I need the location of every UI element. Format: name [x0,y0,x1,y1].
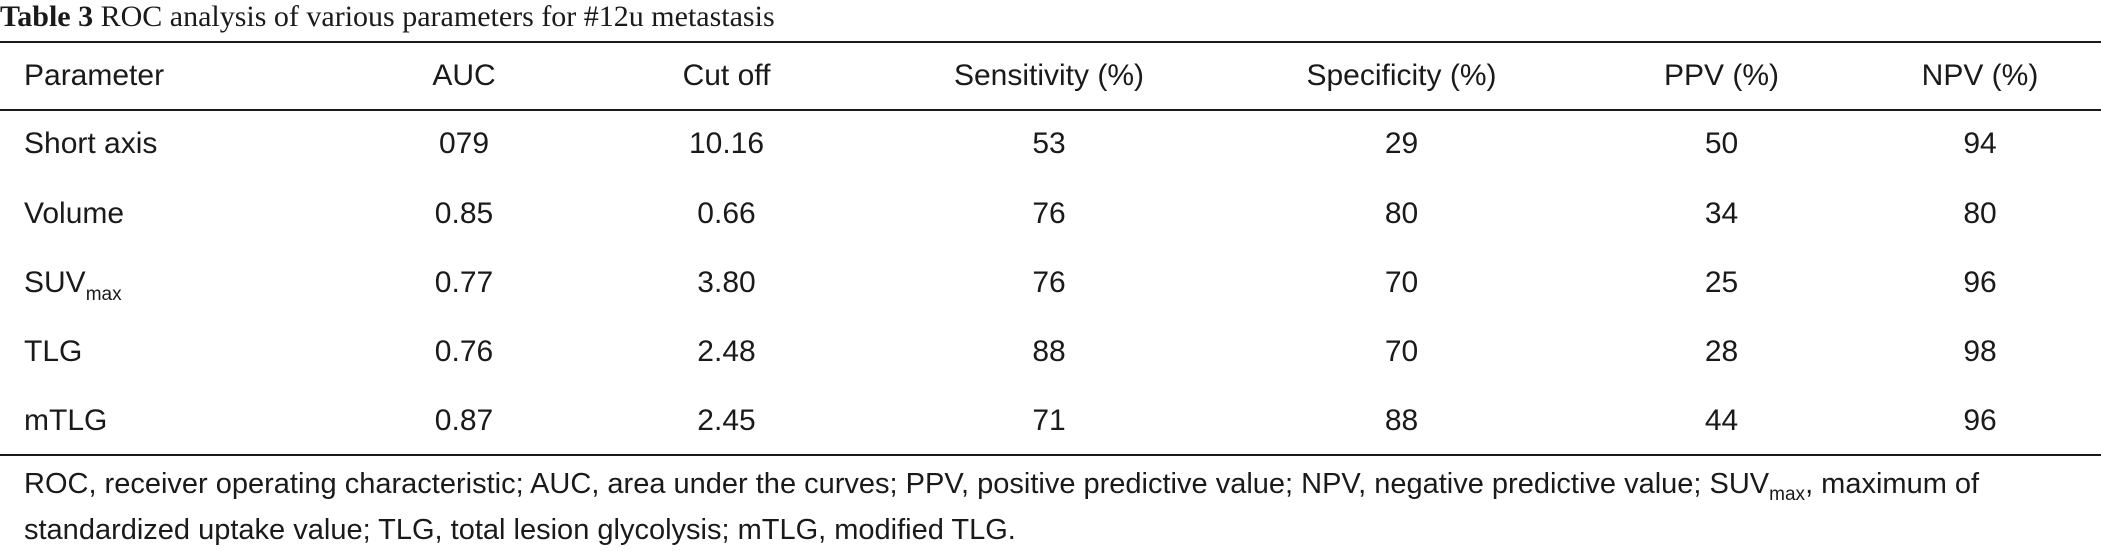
footnote-text-2: , maximum of standardized uptake value; … [24,468,1980,546]
cell-cutoff: 10.16 [688,127,765,160]
cell-npv: 98 [1963,334,1997,368]
header-auc: AUC [432,59,496,92]
cell-ppv: 25 [1704,265,1739,299]
header-npv: NPV (%) [1921,59,2039,92]
cell-ppv: 50 [1704,127,1739,160]
cell-auc: 0.87 [434,403,494,437]
row-parameter-name: mTLG [24,403,108,437]
table-row: SUVmax 0.77 3.80 76 70 25 96 [0,248,2101,317]
cell-specificity: 70 [1384,334,1419,368]
row-parameter-subscript: max [85,283,122,305]
top-rule [0,41,2101,43]
cell-cutoff: 0.66 [697,196,756,230]
header-cutoff: Cut off [682,59,771,92]
table-caption-title: ROC analysis of various parameters for #… [100,0,775,33]
row-parameter-name: Short axis [24,127,158,160]
bottom-rule [0,454,2101,456]
row-parameter: Volume [0,179,354,248]
table-footnote: ROC, receiver operating characteristic; … [24,463,2094,551]
cell-specificity: 29 [1384,127,1419,160]
header-parameter: Parameter [24,59,165,92]
cell-npv: 80 [1963,196,1997,230]
cell-cutoff: 2.45 [697,403,756,437]
cell-sensitivity: 88 [1032,334,1066,368]
row-parameter-name: Volume [24,196,125,230]
cell-cutoff: 3.80 [697,265,756,299]
row-parameter-name: SUV [24,265,86,299]
footnote-text-1: ROC, receiver operating characteristic; … [24,468,1770,500]
row-parameter: mTLG [0,386,354,455]
cell-auc: 0.76 [434,334,494,368]
table-row: Short axis 079 10.16 53 29 50 94 [0,109,2101,179]
header-ppv: PPV (%) [1663,59,1780,92]
cell-ppv: 28 [1704,334,1739,368]
table-row: Volume 0.85 0.66 76 80 34 80 [0,179,2101,248]
row-parameter-name: TLG [24,334,83,368]
cell-sensitivity: 76 [1032,265,1066,299]
row-parameter: Short axis [0,109,354,179]
cell-specificity: 88 [1384,403,1419,437]
table-caption-label: Table 3 [0,0,94,33]
header-specificity: Specificity (%) [1306,59,1497,92]
footnote-subscript: max [1769,484,1806,505]
cell-ppv: 44 [1704,403,1739,437]
cell-npv: 96 [1963,265,1997,299]
cell-auc: 079 [438,127,490,160]
cell-specificity: 80 [1384,196,1419,230]
table-row: mTLG 0.87 2.45 71 88 44 96 [0,386,2101,455]
cell-auc: 0.77 [434,265,494,299]
cell-sensitivity: 71 [1032,403,1066,437]
row-parameter: SUVmax [0,248,354,317]
table-caption: Table 3 ROC analysis of various paramete… [0,0,775,40]
roc-table: Parameter AUC Cut off Sensitivity (%) Sp… [0,43,2101,455]
cell-ppv: 34 [1704,196,1739,230]
cell-npv: 96 [1963,403,1997,437]
cell-auc: 0.85 [434,196,494,230]
cell-sensitivity: 76 [1032,196,1066,230]
header-rule [0,109,2101,111]
header-sensitivity: Sensitivity (%) [953,59,1145,92]
table-header-row: Parameter AUC Cut off Sensitivity (%) Sp… [0,43,2101,109]
row-parameter: TLG [0,317,354,386]
cell-sensitivity: 53 [1032,127,1066,160]
cell-specificity: 70 [1384,265,1419,299]
cell-cutoff: 2.48 [697,334,756,368]
table-row: TLG 0.76 2.48 88 70 28 98 [0,317,2101,386]
cell-npv: 94 [1963,127,1997,160]
